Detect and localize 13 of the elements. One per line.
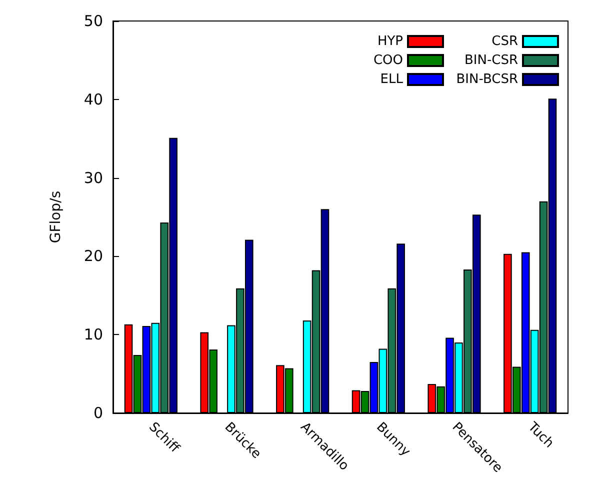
legend-label: CSR — [492, 34, 518, 49]
y-tick-label: 40 — [84, 90, 103, 108]
y-tick-label: 50 — [84, 12, 103, 30]
legend-label: HYP — [377, 34, 404, 49]
legend-label: COO — [373, 53, 403, 68]
y-tick-label: 30 — [84, 168, 103, 187]
legend-label: ELL — [380, 72, 404, 87]
y-tick-label: 0 — [93, 404, 103, 422]
legend-label: BIN-BCSR — [456, 72, 518, 87]
legend-label: BIN-CSR — [464, 53, 518, 68]
y-axis-title: GFlop/s — [48, 190, 64, 244]
y-tick-label: 10 — [84, 326, 103, 344]
y-tick-label: 20 — [84, 247, 103, 266]
